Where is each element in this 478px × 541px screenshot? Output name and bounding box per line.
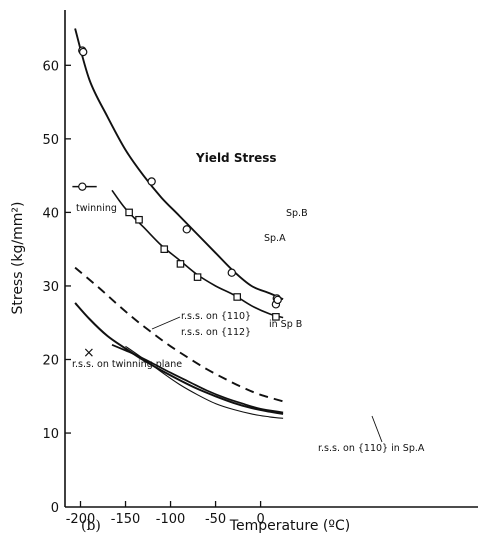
y-tick-label: 60 (42, 59, 59, 74)
data-point-spA (160, 245, 169, 253)
data-markers (72, 46, 282, 321)
annotation-sp-a: Sp.A (264, 233, 286, 244)
data-point-spB (273, 295, 282, 305)
data-point-spB (79, 47, 88, 57)
series-line-rssTwin (74, 302, 284, 415)
annotation-rss-twinning-plane: r.s.s. on twinning plane (72, 359, 182, 370)
annotation-yield-stress: Yield Stress (195, 151, 277, 165)
x-tick-label: 0 (256, 512, 264, 527)
annotation-rss-110-a: r.s.s. on {110} in Sp.A (318, 443, 425, 454)
data-point-spA (233, 293, 241, 301)
data-point-spA (176, 260, 185, 268)
series-curves (74, 28, 284, 419)
annotation-in-sp-b: in Sp B (269, 319, 302, 330)
data-point-twinning (78, 182, 87, 191)
x-tick-label: -200 (66, 512, 96, 527)
data-point-spA (125, 208, 133, 217)
annotation-sp-b: Sp.B (286, 208, 308, 219)
y-tick-label: 50 (42, 133, 59, 148)
x-tick-label: -150 (111, 512, 141, 527)
series-line-spA (111, 189, 284, 319)
axes (64, 10, 478, 508)
data-point-spB (182, 225, 191, 234)
series-line-spB (74, 28, 284, 301)
x-axis-title: Temperature (ºC) (229, 518, 350, 534)
y-axis-title: Stress (kg/mm²) (10, 202, 26, 315)
y-tick-label: 20 (42, 354, 59, 369)
data-point-spA (135, 215, 143, 224)
cross-marker: × (83, 345, 95, 361)
tick-group: -200 -150 -100 -50 0 10 20 30 40 50 60 0 (42, 59, 264, 527)
data-point-spB (147, 177, 156, 186)
x-tick-label: -100 (156, 512, 186, 527)
y-tick-label: 30 (42, 280, 59, 295)
annotation-twinning: twinning (76, 203, 117, 214)
data-point-spA (272, 313, 280, 321)
series-line-rss112B (74, 266, 284, 403)
annotation-rss-112-b: r.s.s. on {112} (181, 327, 251, 338)
data-point-spB (227, 268, 236, 277)
leader-line-rss-110-a (371, 415, 383, 443)
y-tick-label: 0 (51, 501, 59, 516)
leader-line-rss-110-b (151, 316, 181, 330)
series-line-rss110A (125, 345, 284, 419)
annotations: Yield Stress Sp.B Sp.A twinning r.s.s. o… (72, 151, 425, 454)
annotation-rss-110-b: r.s.s. on {110} (181, 311, 251, 322)
y-tick-label: 10 (42, 427, 59, 442)
y-tick-label: 40 (42, 206, 59, 221)
data-point-spA (193, 273, 202, 281)
panel-label: (b) (81, 518, 101, 534)
x-tick-label: -50 (205, 512, 226, 527)
